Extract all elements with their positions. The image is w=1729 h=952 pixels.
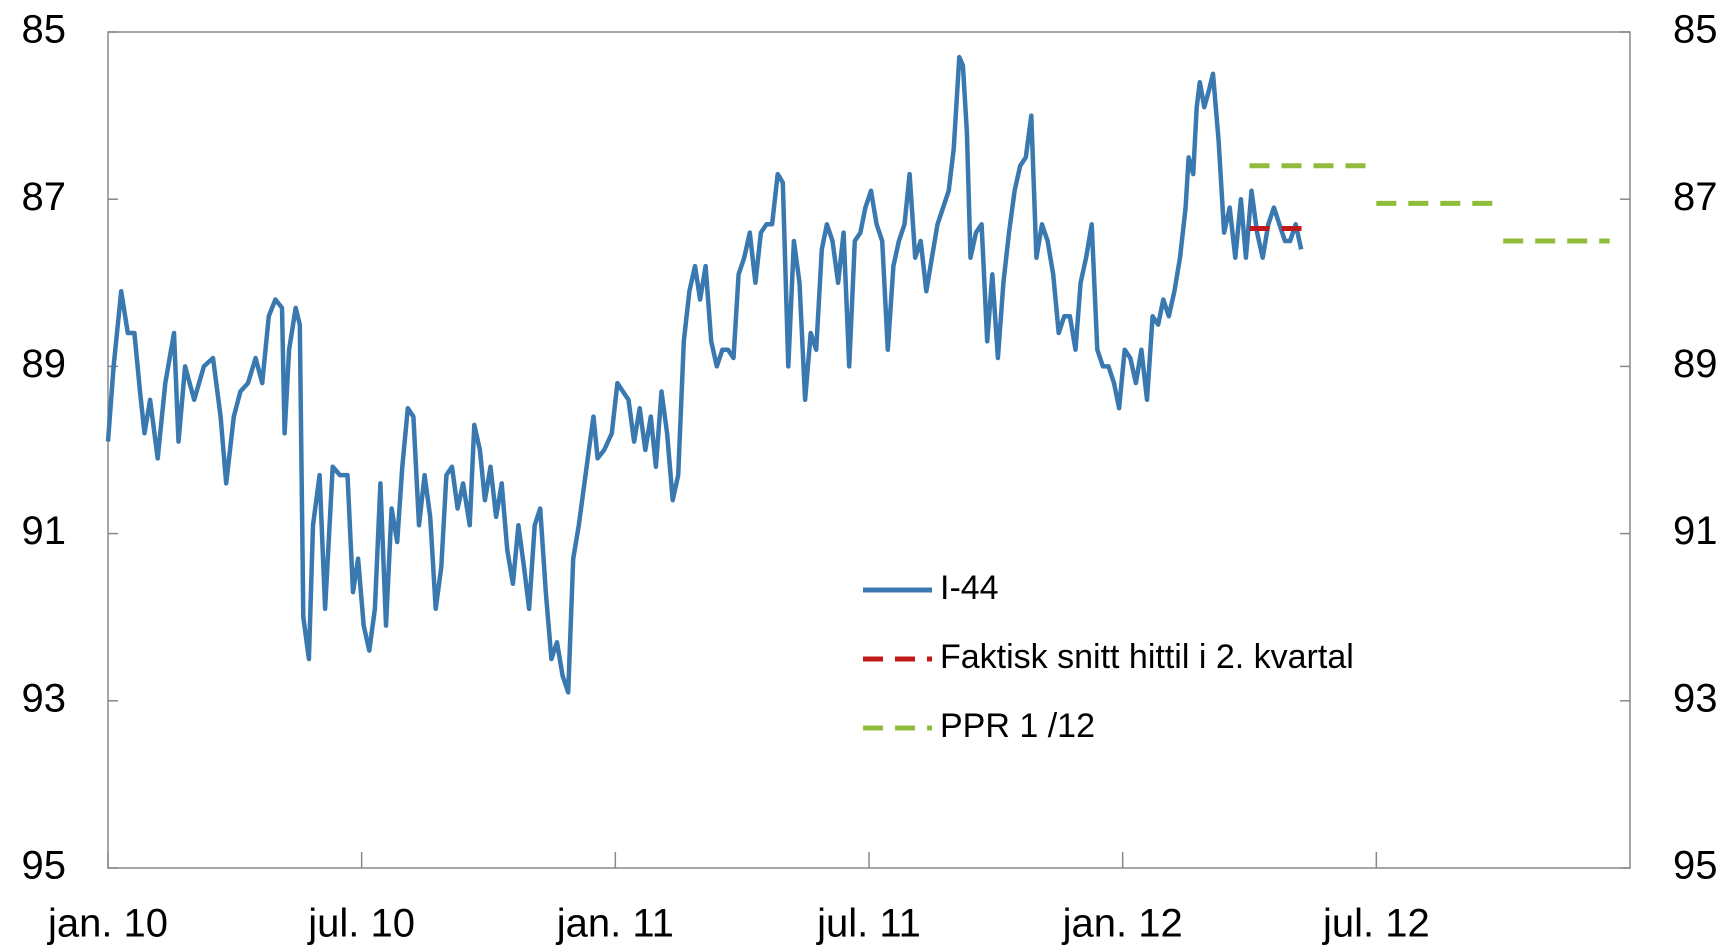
y-tick-label: 95 [22,844,67,888]
legend-label: Faktisk snitt hittil i 2. kvartal [940,638,1354,676]
y2-tick-label: 89 [1673,342,1718,386]
y-tick-label: 87 [22,175,67,219]
x-tick-label: jul. 11 [816,902,921,946]
y-tick-label: 93 [22,676,67,720]
y-tick-label: 91 [22,509,67,553]
y2-tick-label: 95 [1673,844,1718,888]
legend-label: I-44 [940,569,999,607]
x-tick-label: jul. 12 [1322,902,1430,946]
x-tick-label: jul. 10 [307,902,415,946]
series-line [1249,163,1610,244]
y-tick-label: 85 [22,8,67,52]
x-tick-label: jan. 10 [47,902,168,946]
y2-tick-label: 87 [1673,175,1718,219]
y2-tick-label: 91 [1673,509,1718,553]
x-tick-label: jan. 12 [1062,902,1183,946]
legend-label: PPR 1 /12 [940,707,1095,745]
plot-frame [107,31,1631,869]
x-tick-label: jan. 11 [556,902,674,946]
y2-tick-label: 85 [1673,8,1718,52]
y2-tick-label: 93 [1673,676,1718,720]
y-tick-label: 89 [22,342,67,386]
series-line [105,54,1304,695]
